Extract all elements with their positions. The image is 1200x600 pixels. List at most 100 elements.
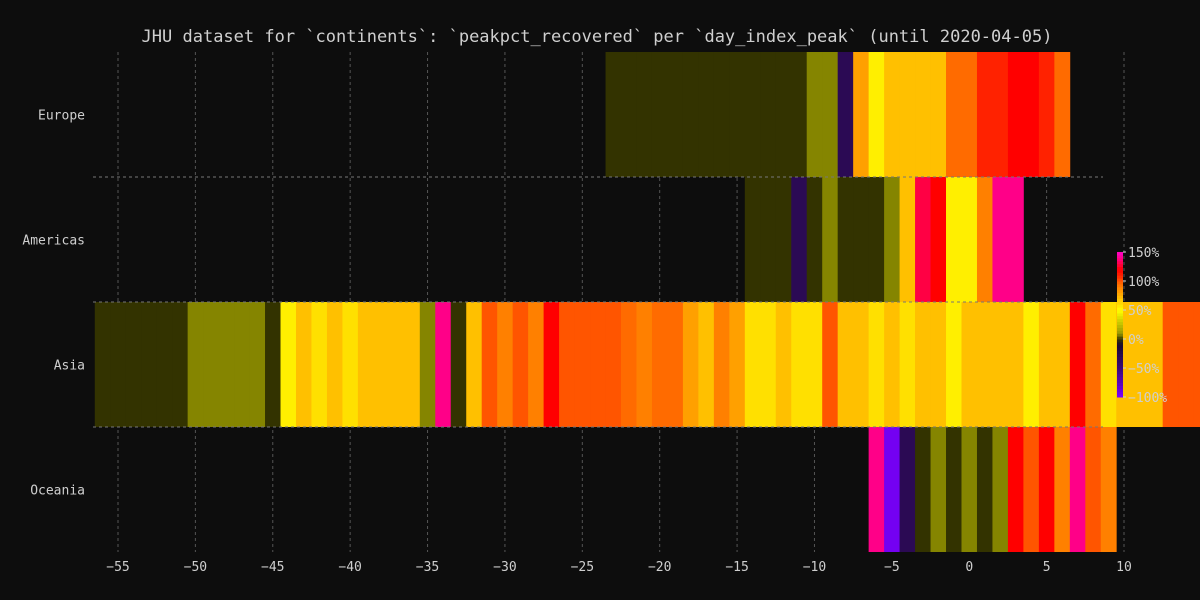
x-tick-label: −30 xyxy=(493,560,516,575)
colorbar-segment xyxy=(1117,321,1123,325)
colorbar-segment xyxy=(1117,254,1123,259)
x-tick-label: −5 xyxy=(884,560,900,575)
colorbar-segment xyxy=(1117,336,1123,340)
colorbar-segment xyxy=(1117,298,1123,302)
heatmap-cell xyxy=(961,177,978,302)
heatmap-cell xyxy=(342,302,359,427)
colorbar-segment xyxy=(1117,368,1123,372)
heatmap-cell xyxy=(930,302,947,427)
heatmap-cell xyxy=(1038,427,1055,552)
colorbar-segment xyxy=(1117,295,1123,299)
colorbar-tick-label: −50% xyxy=(1128,362,1159,377)
colorbar-segment xyxy=(1117,283,1123,288)
heatmap-cell xyxy=(729,302,746,427)
colorbar-segment xyxy=(1117,307,1123,311)
heatmap-cell xyxy=(110,302,127,427)
heatmap-cell xyxy=(744,177,761,302)
heatmap-cell xyxy=(667,52,684,177)
heatmap-cell xyxy=(946,427,962,552)
heatmap-cell xyxy=(1054,427,1071,552)
colorbar-tick-label: 150% xyxy=(1128,246,1159,261)
heatmap-cell xyxy=(775,177,792,302)
colorbar-segment xyxy=(1117,347,1123,352)
heatmap-cell xyxy=(760,177,777,302)
colorbar-segment xyxy=(1117,356,1123,360)
heatmap-cell xyxy=(760,302,777,427)
heatmap-cell xyxy=(868,177,885,302)
heatmap-cell xyxy=(713,52,730,177)
colorbar-segment xyxy=(1117,376,1123,381)
colorbar-segment xyxy=(1117,391,1123,395)
heatmap-cell xyxy=(621,302,637,427)
heatmap-cell xyxy=(203,302,219,427)
colorbar-segment xyxy=(1117,379,1123,383)
heatmap-cell xyxy=(1038,52,1055,177)
heatmap-cell xyxy=(357,302,374,427)
x-tick-label: −45 xyxy=(261,560,284,575)
heatmap-cell xyxy=(1069,427,1086,552)
heatmap-cell xyxy=(605,302,622,427)
colorbar-segment xyxy=(1117,310,1123,314)
heatmap-cell xyxy=(837,177,854,302)
heatmap-cell xyxy=(915,177,931,302)
heatmap-cell xyxy=(775,302,792,427)
heatmap-cell xyxy=(218,302,235,427)
heatmap-cell xyxy=(899,177,916,302)
heatmap-cell xyxy=(172,302,189,427)
x-tick-label: −40 xyxy=(338,560,361,575)
colorbar-segment xyxy=(1117,324,1123,328)
heatmap-cell xyxy=(651,52,668,177)
colorbar-tick-label: 100% xyxy=(1128,275,1159,290)
colorbar-segment xyxy=(1117,269,1123,273)
heatmap-cell xyxy=(667,302,684,427)
heatmap-cell xyxy=(806,177,823,302)
heatmap-cell xyxy=(636,52,653,177)
heatmap-cell xyxy=(466,302,483,427)
heatmap-cell xyxy=(450,302,467,427)
heatmap-cell xyxy=(976,302,993,427)
x-tick-label: 0 xyxy=(965,560,973,575)
heatmap-cell xyxy=(682,52,699,177)
heatmap-cell xyxy=(1069,302,1086,427)
heatmap-cell xyxy=(899,52,916,177)
heatmap-cell xyxy=(915,427,931,552)
colorbar-tick-label: 50% xyxy=(1128,304,1152,319)
heatmap-cell xyxy=(621,52,637,177)
colorbar-segment xyxy=(1117,365,1123,369)
heatmap-cell xyxy=(1100,427,1117,552)
row-label: Europe xyxy=(38,109,85,124)
colorbar-segment xyxy=(1117,275,1123,279)
colorbar-segment xyxy=(1117,330,1123,334)
colorbar-segment xyxy=(1117,278,1123,282)
heatmap-cell xyxy=(141,302,158,427)
heatmap-cell xyxy=(868,52,885,177)
row-label: Asia xyxy=(54,359,85,374)
heatmap-cell xyxy=(1193,302,1200,427)
heatmap-cell xyxy=(497,302,514,427)
colorbar-segment xyxy=(1117,350,1123,354)
colorbar-tick-label: −100% xyxy=(1128,391,1167,406)
colorbar-segment xyxy=(1117,252,1123,256)
colorbar-tick-label: 0% xyxy=(1128,333,1144,348)
colorbar-segment xyxy=(1117,260,1123,265)
heatmap-cell xyxy=(1023,427,1040,552)
heatmap-cell xyxy=(94,302,111,427)
heatmap-cell xyxy=(280,302,297,427)
heatmap-cell xyxy=(1131,302,1148,427)
heatmap-cell xyxy=(744,302,761,427)
colorbar-segment xyxy=(1117,272,1123,276)
heatmap-cell xyxy=(884,302,900,427)
heatmap-cell xyxy=(1007,177,1024,302)
heatmap-cell xyxy=(1147,302,1164,427)
heatmap-cell xyxy=(899,427,916,552)
row-label: Oceania xyxy=(30,484,85,499)
x-tick-label: −35 xyxy=(416,560,439,575)
heatmap-cell xyxy=(946,52,962,177)
heatmap-cell xyxy=(853,52,870,177)
row-separators xyxy=(93,176,1103,428)
heatmap-cell xyxy=(698,52,715,177)
x-tick-label: −10 xyxy=(803,560,826,575)
colorbar-segment xyxy=(1117,388,1123,392)
heatmap-cell xyxy=(1054,52,1071,177)
